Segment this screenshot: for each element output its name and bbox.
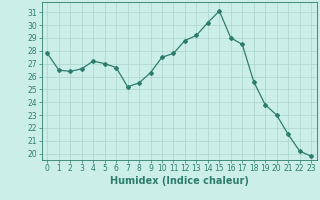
X-axis label: Humidex (Indice chaleur): Humidex (Indice chaleur) [110, 176, 249, 186]
